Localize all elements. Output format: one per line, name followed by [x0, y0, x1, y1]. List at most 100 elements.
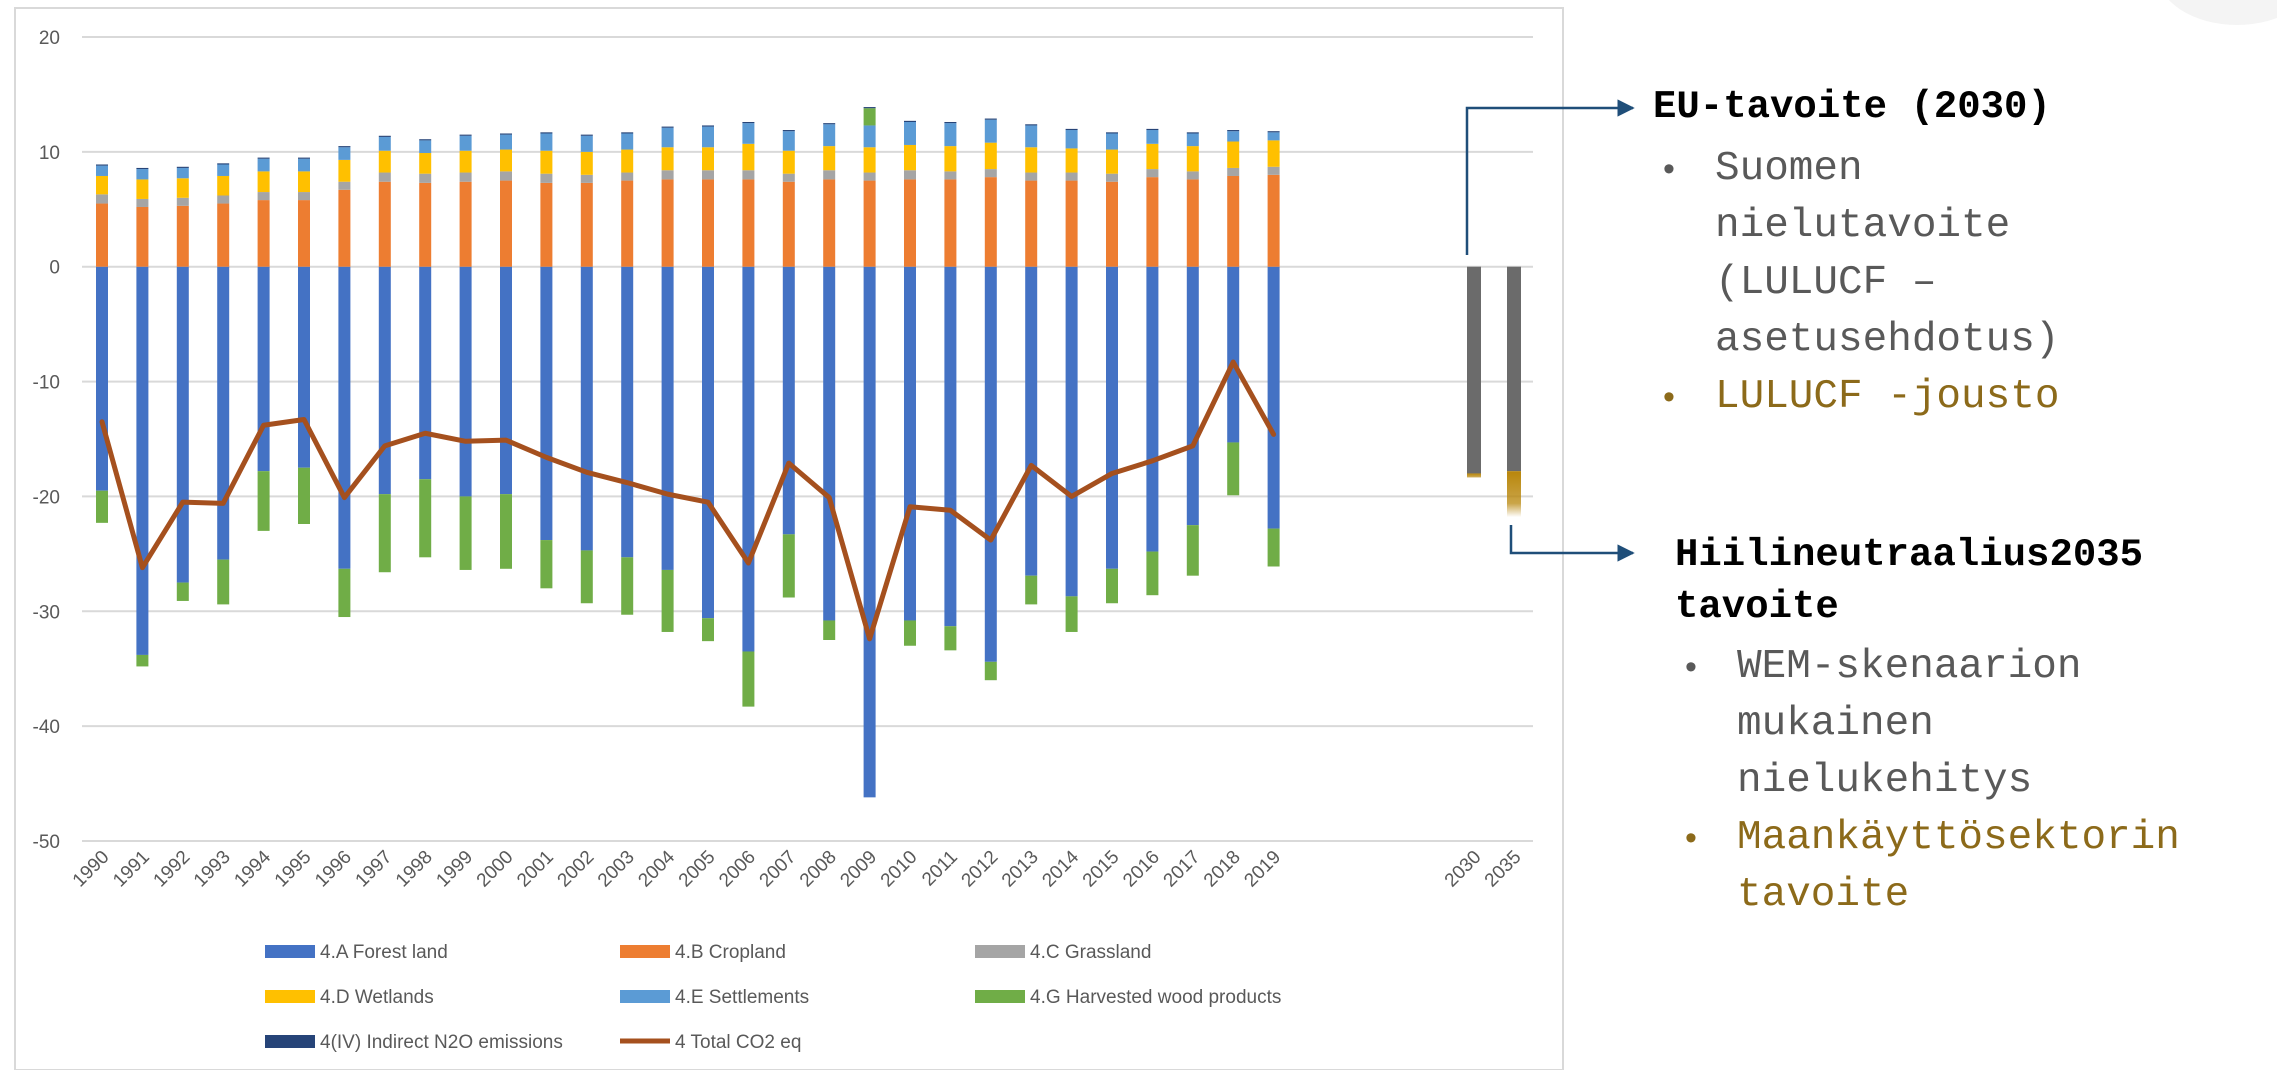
bar-segment	[96, 203, 108, 267]
hn-title-line: Hiilineutraalius2035	[1675, 533, 2144, 577]
bar-segment	[1227, 141, 1240, 168]
bar-segment	[580, 151, 593, 175]
bar-segment	[1025, 124, 1038, 126]
bar-segment	[419, 153, 432, 174]
bar-segment	[621, 172, 634, 181]
bar-segment	[298, 467, 310, 524]
bar-segment	[944, 626, 957, 651]
bar-segment	[136, 654, 149, 667]
bar-segment	[136, 179, 149, 199]
y-axis-ticks: 20 10 0 -10 -20 -30 -40 -50	[33, 28, 60, 853]
hn-item-land-use: • Maankäyttösektorin tavoite	[1675, 810, 2275, 924]
x-tick-label: 1994	[230, 846, 275, 891]
bar-segment	[742, 651, 755, 707]
hn-title-line: tavoite	[1675, 585, 1839, 629]
legend-label: 4.C Grassland	[1030, 942, 1151, 963]
bar-segment	[1186, 266, 1199, 526]
bar-segment	[1106, 173, 1118, 182]
x-tick-label: 1991	[109, 847, 154, 892]
x-tick-label: 2017	[1160, 847, 1205, 892]
gridlines	[82, 36, 1533, 842]
bar-segment	[500, 266, 512, 495]
bar-segment	[742, 143, 755, 171]
target-flex-2030	[1467, 473, 1481, 479]
bar-segment	[176, 197, 189, 206]
bar-segment	[136, 167, 149, 170]
hn-item-line: WEM-skenaarion	[1737, 644, 2082, 690]
bar-segment	[984, 119, 997, 143]
bar-segment	[742, 123, 755, 144]
bar-segment	[702, 179, 714, 267]
bar-segment	[1146, 169, 1159, 178]
x-tick-label: 2004	[634, 846, 679, 891]
bar-segment	[904, 179, 916, 267]
hn-item-line: nielukehitys	[1737, 758, 2033, 804]
bar-segment	[419, 266, 432, 480]
bar-segment	[1146, 266, 1159, 552]
total-line	[99, 359, 1277, 642]
bar-segment	[1186, 179, 1199, 267]
bar-segment	[459, 134, 472, 136]
eu-item-line: nielutavoite	[1715, 203, 2011, 249]
bar-segment	[500, 149, 512, 172]
bar-segment	[1025, 180, 1038, 267]
bar-segment	[338, 147, 351, 160]
target-flex-2035	[1507, 471, 1521, 518]
bar-segment	[500, 180, 512, 267]
bar-segment	[782, 173, 795, 182]
bar-segment	[742, 121, 755, 124]
x-tick-label: 2000	[473, 847, 518, 892]
legend-label: 4.E Settlements	[675, 987, 809, 1008]
bar-segment	[217, 195, 230, 204]
bar-segment	[217, 559, 230, 605]
bar-segment	[338, 181, 351, 190]
eu-item-line: Suomen	[1715, 146, 1863, 192]
bar-segment	[257, 471, 270, 531]
legend-swatch	[265, 945, 315, 958]
bar-segment	[782, 130, 795, 132]
bar-segment	[136, 206, 149, 267]
bar-segment	[1065, 180, 1078, 267]
bar-segment	[257, 192, 270, 201]
legend-label: 4.D Wetlands	[320, 987, 434, 1008]
stacked-bars	[96, 107, 1280, 798]
bar-segment	[702, 125, 714, 127]
bar-segment	[984, 177, 997, 267]
bar-segment	[702, 126, 714, 148]
bar-segment	[1267, 174, 1280, 267]
bar-segment	[257, 266, 270, 472]
legend-label: 4(IV) Indirect N2O emissions	[320, 1032, 563, 1053]
bar-segment	[863, 125, 876, 148]
bar-segment	[540, 150, 553, 174]
bar-segment	[661, 147, 674, 171]
x-tick-label: 2003	[594, 847, 639, 892]
bar-segment	[621, 149, 634, 173]
bar-segment	[1186, 525, 1199, 576]
bar-segment	[863, 172, 876, 181]
bar-segment	[1025, 575, 1038, 605]
bar-segment	[176, 166, 189, 168]
x-tick-label: 1998	[392, 847, 437, 892]
bar-segment	[176, 178, 189, 198]
bar-segment	[1227, 175, 1240, 267]
bar-segment	[984, 118, 997, 120]
x-tick-label: 1996	[311, 847, 356, 892]
bar-segment	[863, 107, 876, 109]
bar-segment	[1146, 128, 1159, 131]
bar-segment	[419, 173, 432, 183]
bar-segment	[904, 620, 916, 646]
bar-segment	[96, 194, 108, 204]
bar-segment	[378, 135, 391, 137]
bar-segment	[1065, 266, 1078, 597]
bar-segment	[540, 266, 553, 541]
bar-segment	[176, 266, 189, 583]
bar-segment	[419, 139, 432, 141]
bar-segment	[338, 568, 351, 618]
bar-segment	[904, 144, 916, 171]
legend-swatch	[975, 945, 1025, 958]
bar-segment	[580, 182, 593, 267]
bar-segment	[661, 127, 674, 148]
x-tick-label: 2016	[1119, 847, 1164, 892]
bar-segment	[136, 198, 149, 207]
bar-segment	[1227, 266, 1240, 443]
